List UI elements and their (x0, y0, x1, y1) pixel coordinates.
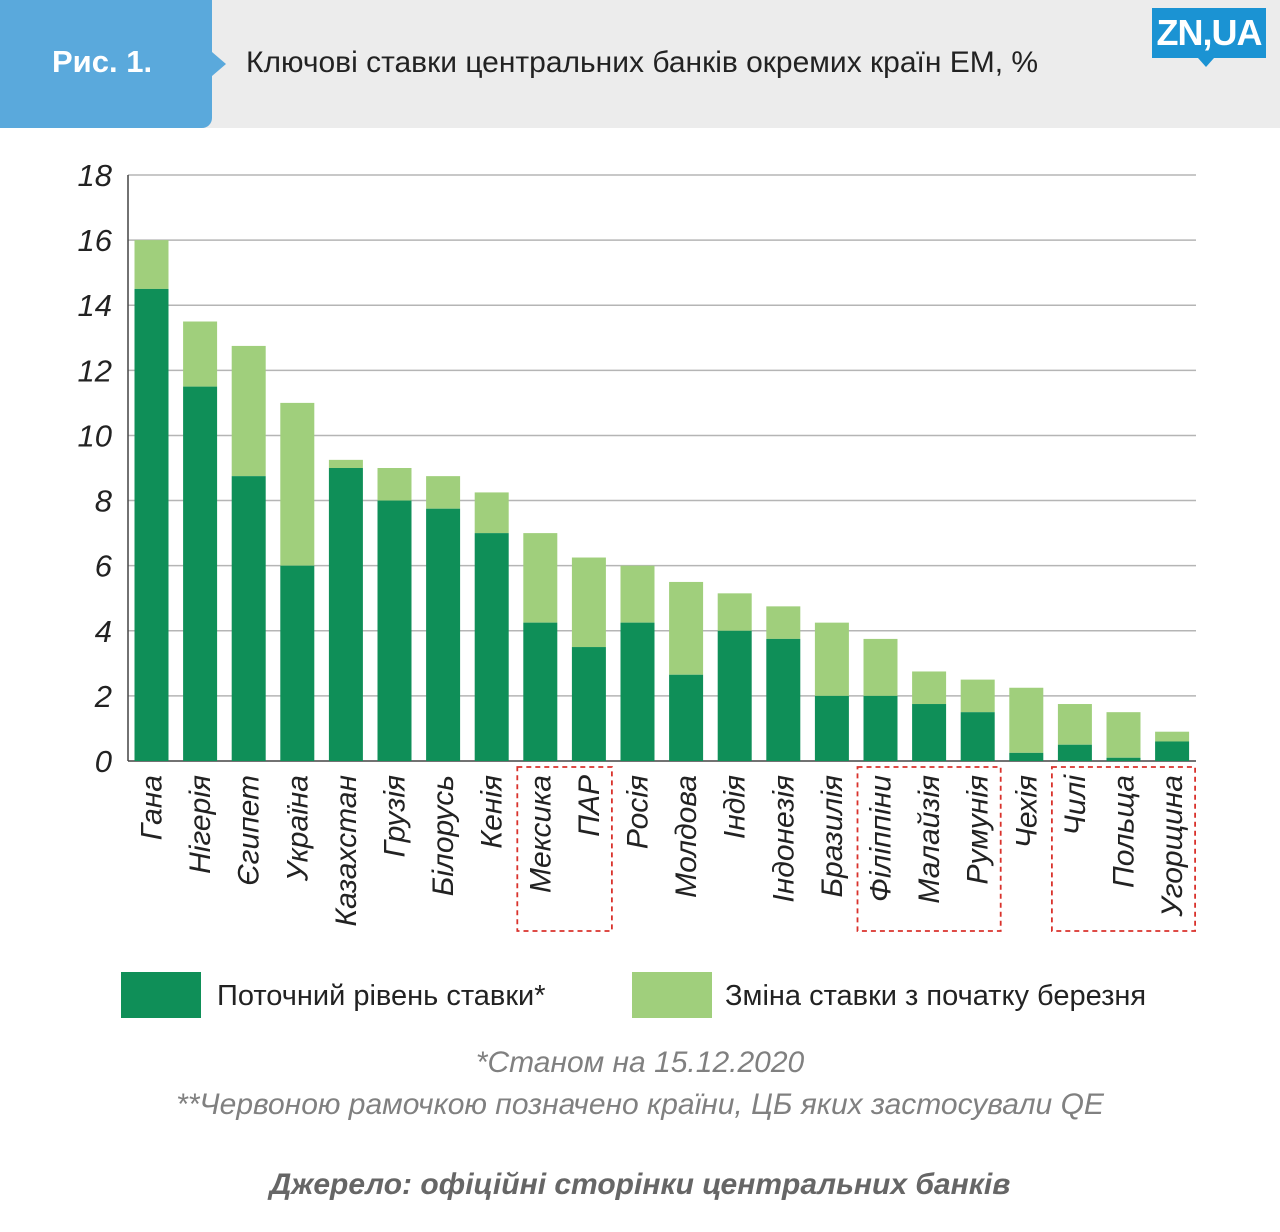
y-tick-label: 14 (78, 288, 112, 323)
bar-rate-change (1106, 712, 1141, 758)
y-tick-label: 6 (95, 549, 113, 584)
bar-current-rate (1155, 741, 1190, 761)
x-category-label: ПАР (573, 775, 606, 837)
chart-title: Ключові ставки центральних банків окреми… (246, 46, 1039, 79)
x-category-label: Казахстан (330, 775, 363, 927)
bar-current-rate (1106, 757, 1141, 761)
x-category-label: Молдова (670, 775, 703, 898)
x-category-label: Чехія (1010, 775, 1043, 848)
bar-current-rate (1057, 744, 1092, 761)
x-category-label: Україна (281, 775, 314, 882)
figure-tag: Рис. 1. (0, 0, 226, 128)
bar-current-rate (912, 704, 947, 761)
bar-rate-change (328, 459, 363, 468)
bar-current-rate (328, 468, 363, 761)
bar-rate-change (766, 606, 801, 639)
bar-current-rate (474, 533, 509, 761)
bar-current-rate (377, 500, 412, 761)
legend-label-change: Зміна ставки з початку березня (725, 980, 1147, 1012)
bar-chart: 0 2 4 6 8 10 12 14 16 18 Гана Нігерія Єгипет Україна К… (78, 158, 1197, 932)
bar-current-rate (134, 288, 169, 761)
bar-rate-change (426, 476, 461, 509)
header-bar: Рис. 1. Ключові ставки центральних банкі… (0, 0, 1280, 128)
qe-note: **Червоною рамочкою позначено країни, ЦБ… (176, 1088, 1104, 1121)
legend-swatch-change (632, 972, 712, 1018)
bar-rate-change (620, 565, 655, 623)
bar-current-rate (960, 712, 995, 761)
y-tick-label: 2 (94, 679, 112, 714)
bar-rate-change (474, 492, 509, 534)
bar-rate-change (1057, 704, 1092, 745)
y-tick-label: 4 (95, 614, 112, 649)
bar-rate-change (231, 345, 266, 477)
x-category-label: Грузія (379, 775, 412, 857)
x-category-label: Індія (719, 775, 752, 839)
x-category-label: Малайзія (913, 775, 946, 904)
x-category-label: Чилі (1059, 774, 1092, 836)
legend-swatch-current (121, 972, 201, 1018)
bar-current-rate (280, 565, 315, 761)
x-category-label: Нігерія (184, 775, 217, 874)
bar-rate-change (377, 468, 412, 501)
bar-current-rate (766, 638, 801, 761)
bar-rate-change (669, 581, 704, 675)
x-category-label: Бразилія (816, 775, 849, 897)
bar-current-rate (669, 674, 704, 761)
x-category-label: Угорщина (1156, 775, 1189, 918)
bar-rate-change (814, 622, 849, 696)
qe-frame (516, 766, 613, 932)
zn-ua-logo[interactable]: ZN,UA (1152, 8, 1266, 67)
x-category-label: Румунія (962, 775, 995, 884)
bar-current-rate (523, 622, 558, 761)
bar-rate-change (1155, 731, 1190, 742)
bar-rate-change (280, 402, 315, 566)
x-category-label: Єгипет (233, 775, 266, 886)
y-tick-label: 8 (95, 484, 113, 519)
bar-current-rate (814, 695, 849, 761)
bar-rate-change (912, 671, 947, 705)
source-note: Джерело: офіційні сторінки центральних б… (269, 1168, 1011, 1201)
bar-current-rate (863, 695, 898, 761)
x-category-label: Польща (1108, 775, 1141, 888)
x-category-label: Мексика (524, 775, 557, 893)
bar-current-rate (620, 622, 655, 761)
y-tick-label: 0 (95, 744, 112, 779)
x-category-label: Філіппіни (865, 775, 898, 902)
date-note: *Станом на 15.12.2020 (475, 1046, 805, 1079)
qe-frame (1051, 766, 1197, 932)
bar-current-rate (183, 386, 218, 761)
bar-rate-change (523, 533, 558, 623)
y-tick-label: 10 (78, 418, 112, 453)
bar-current-rate (571, 647, 606, 761)
bar-rate-change (717, 593, 752, 631)
x-category-label: Білорусь (427, 775, 460, 896)
figure-label: Рис. 1. (52, 44, 153, 79)
bar-current-rate (717, 630, 752, 761)
bar-current-rate (231, 476, 266, 761)
y-tick-label: 12 (78, 353, 112, 388)
bar-rate-change (571, 557, 606, 648)
x-category-label: Індонезія (767, 775, 800, 903)
bar-rate-change (863, 638, 898, 696)
qe-frame (856, 766, 1002, 932)
bar-rate-change (134, 240, 169, 289)
bar-current-rate (1009, 752, 1044, 761)
y-tick-label: 18 (78, 158, 113, 193)
x-category-label: Гана (136, 775, 169, 840)
x-category-label: Росія (622, 775, 655, 849)
bar-current-rate (426, 508, 461, 761)
y-tick-label: 16 (78, 223, 113, 258)
bar-rate-change (1009, 687, 1044, 753)
x-category-label: Кенія (476, 775, 509, 849)
bar-rate-change (960, 679, 995, 713)
legend-label-current: Поточний рівень ставки* (217, 980, 546, 1012)
bar-rate-change (183, 321, 218, 387)
